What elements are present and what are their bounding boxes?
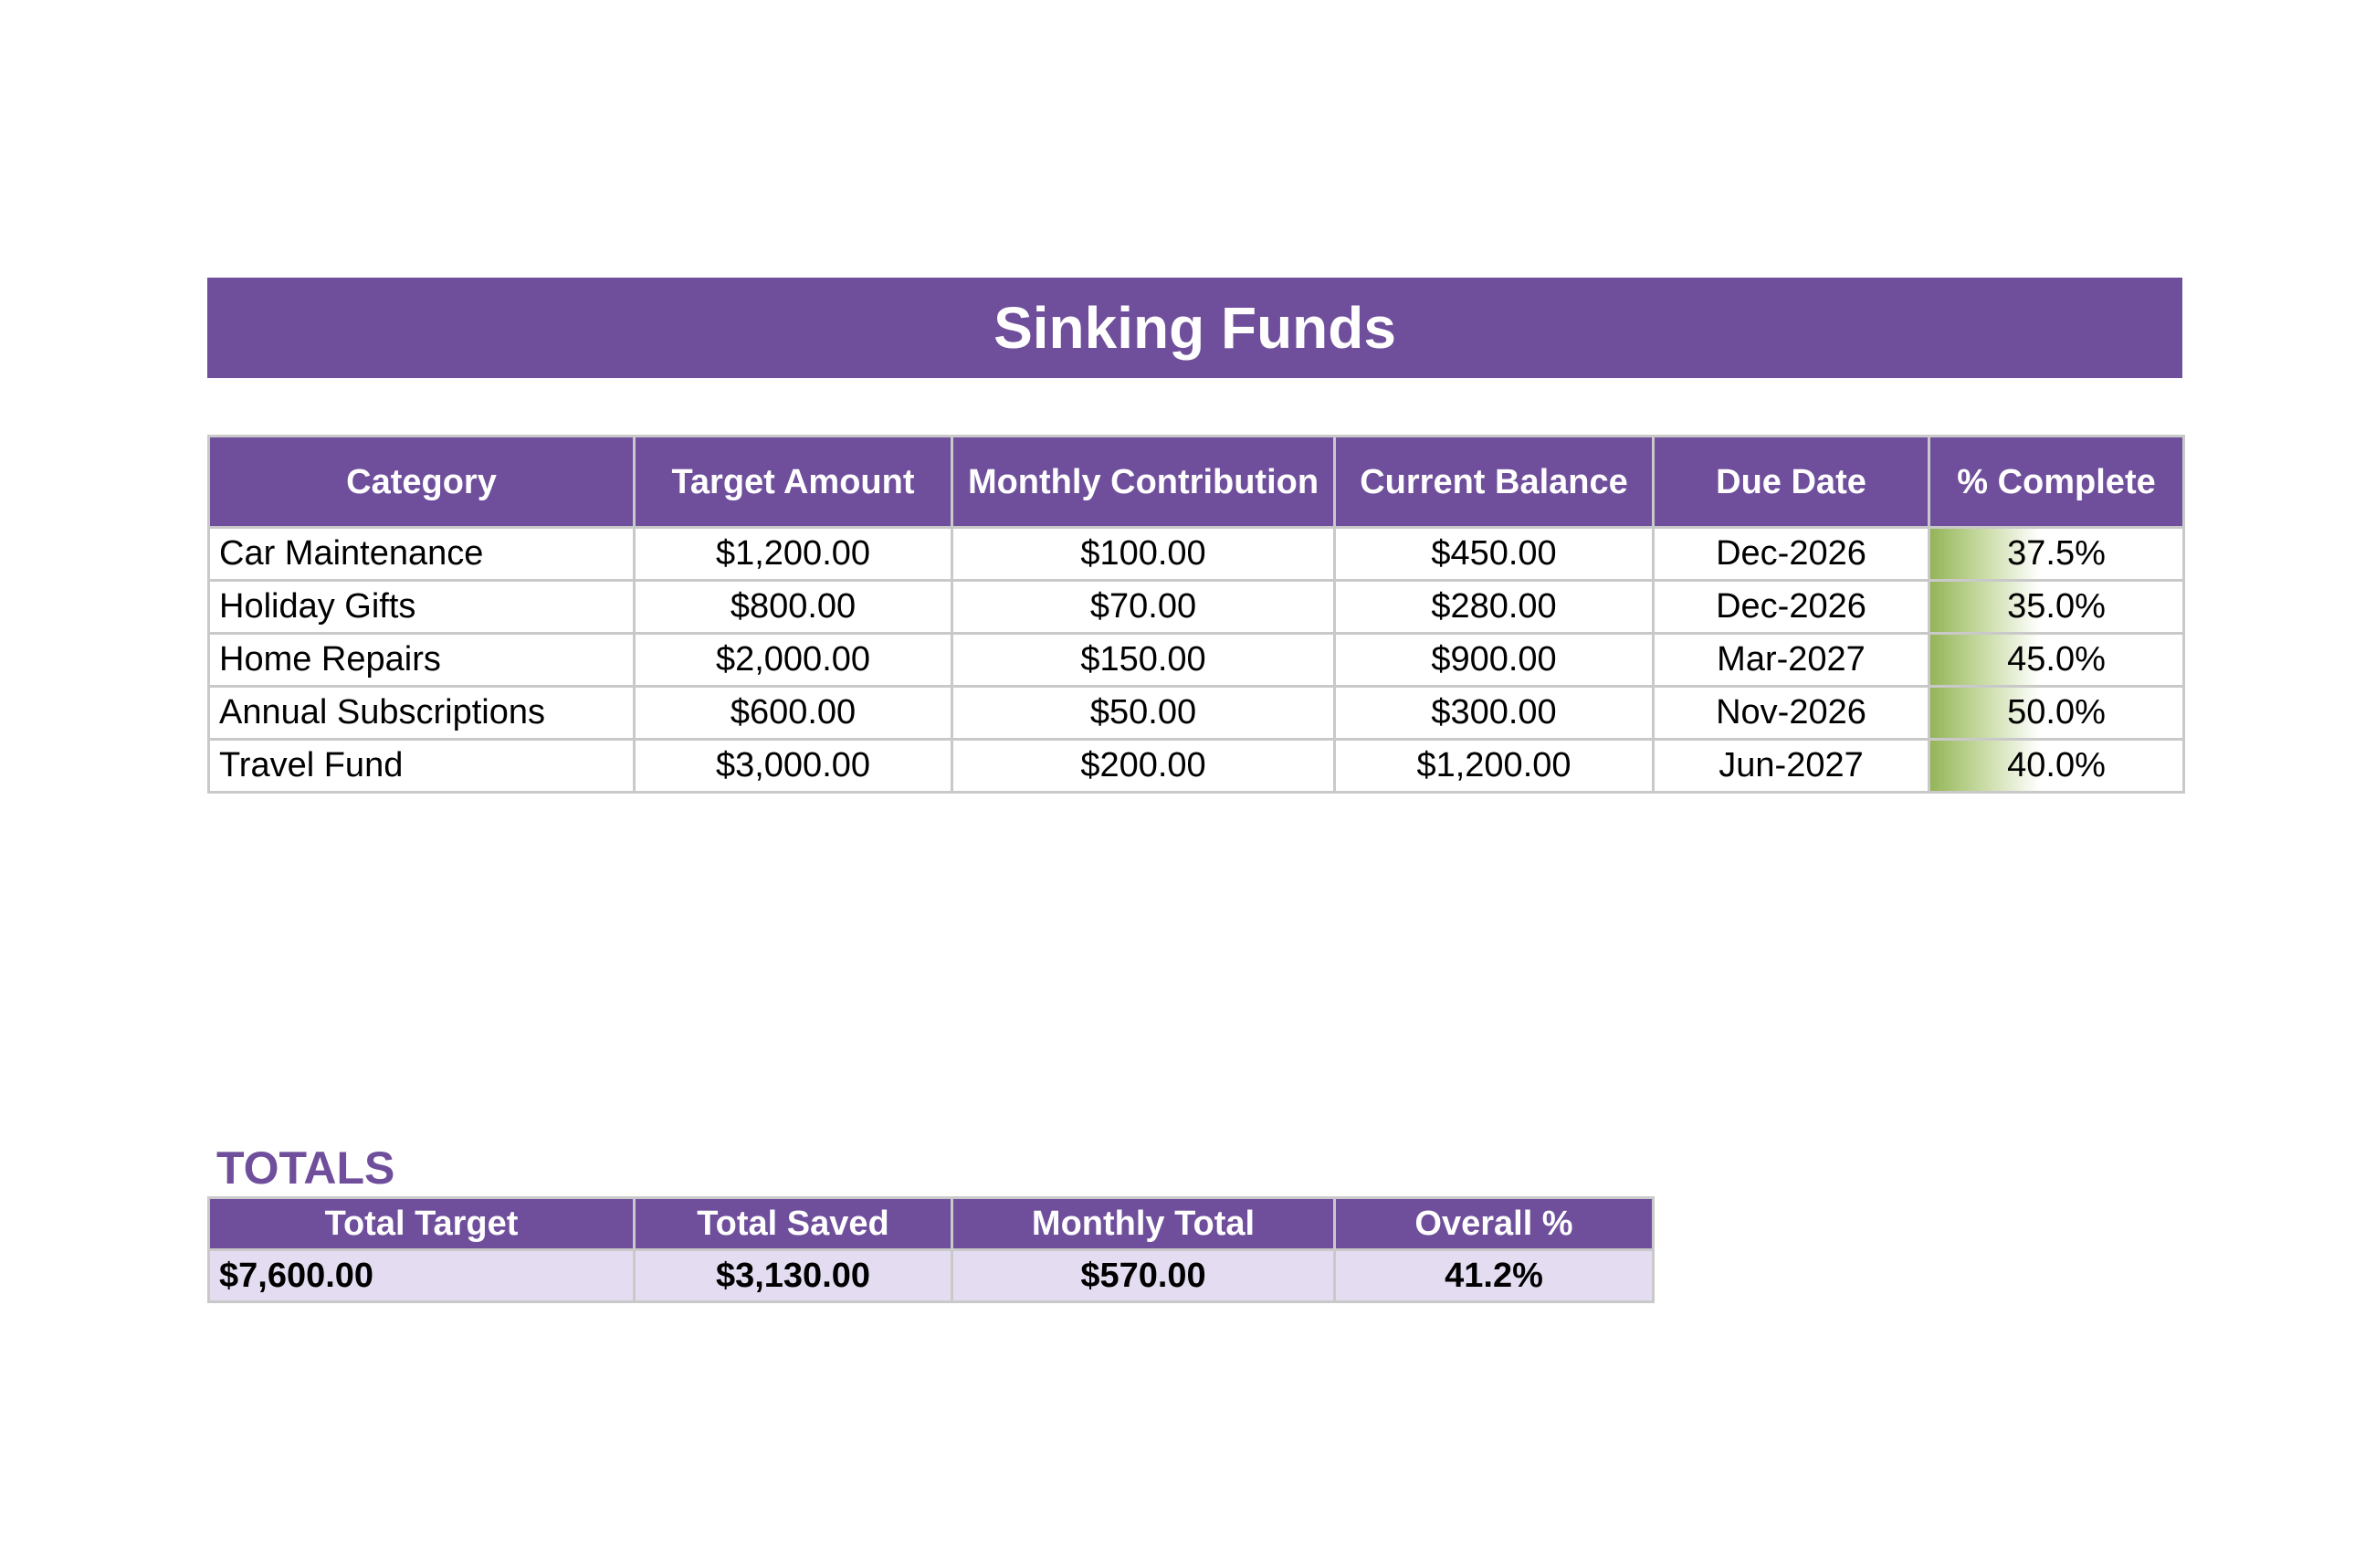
totals-title: TOTALS <box>216 1142 395 1194</box>
cell: Car Maintenance <box>207 526 636 582</box>
cell: $300.00 <box>1333 685 1655 741</box>
cell: $450.00 <box>1333 526 1655 582</box>
totals-value: $570.00 <box>951 1248 1336 1303</box>
column-header: Due Date <box>1652 435 1930 529</box>
cell: 40.0% <box>1928 738 2185 794</box>
totals-header-row: Total Target Total Saved Monthly Total Over… <box>207 1196 1655 1251</box>
column-header: Category <box>207 435 636 529</box>
cell: $900.00 <box>1333 632 1655 688</box>
cell: $800.00 <box>633 579 953 635</box>
cell: $600.00 <box>633 685 953 741</box>
funds-table: Category Target Amount Monthly Contributio… <box>207 435 2185 794</box>
data-row: Travel Fund $3,000.00 $200.00 $1,200.00 Jun-… <box>207 738 2185 794</box>
totals-value: 41.2% <box>1333 1248 1655 1303</box>
cell: Mar-2027 <box>1652 632 1930 688</box>
totals-header: Monthly Total <box>951 1196 1336 1251</box>
cell: $50.00 <box>951 685 1336 741</box>
cell: $100.00 <box>951 526 1336 582</box>
cell: 45.0% <box>1928 632 2185 688</box>
cell: 37.5% <box>1928 526 2185 582</box>
totals-header: Total Saved <box>633 1196 953 1251</box>
totals-table: Total Target Total Saved Monthly Total Over… <box>207 1196 1655 1303</box>
cell: $150.00 <box>951 632 1336 688</box>
cell: $3,000.00 <box>633 738 953 794</box>
cell: $1,200.00 <box>633 526 953 582</box>
totals-header: Overall % <box>1333 1196 1655 1251</box>
cell: 35.0% <box>1928 579 2185 635</box>
data-row: Car Maintenance $1,200.00 $100.00 $450.00 De… <box>207 526 2185 582</box>
cell: $1,200.00 <box>1333 738 1655 794</box>
header-row: Category Target Amount Monthly Contributio… <box>207 435 2185 529</box>
cell: Dec-2026 <box>1652 579 1930 635</box>
column-header: Monthly Contribution <box>951 435 1336 529</box>
cell: Annual Subscriptions <box>207 685 636 741</box>
data-row: Holiday Gifts $800.00 $70.00 $280.00 Dec-202… <box>207 579 2185 635</box>
totals-header: Total Target <box>207 1196 636 1251</box>
data-row: Home Repairs $2,000.00 $150.00 $900.00 Mar-2… <box>207 632 2185 688</box>
title: Sinking Funds <box>993 295 1396 361</box>
cell: 50.0% <box>1928 685 2185 741</box>
column-header: Target Amount <box>633 435 953 529</box>
cell: Home Repairs <box>207 632 636 688</box>
cell: Holiday Gifts <box>207 579 636 635</box>
cell: Travel Fund <box>207 738 636 794</box>
cell: $280.00 <box>1333 579 1655 635</box>
title-bar: Sinking Funds <box>207 278 2182 378</box>
cell: Jun-2027 <box>1652 738 1930 794</box>
cell: Dec-2026 <box>1652 526 1930 582</box>
cell: Nov-2026 <box>1652 685 1930 741</box>
totals-value: $3,130.00 <box>633 1248 953 1303</box>
data-row: Annual Subscriptions $600.00 $50.00 $300.00… <box>207 685 2185 741</box>
totals-value: $7,600.00 <box>207 1248 636 1303</box>
column-header: % Complete <box>1928 435 2185 529</box>
cell: $70.00 <box>951 579 1336 635</box>
cell: $2,000.00 <box>633 632 953 688</box>
column-header: Current Balance <box>1333 435 1655 529</box>
cell: $200.00 <box>951 738 1336 794</box>
totals-row: $7,600.00 $3,130.00 $570.00 41.2% <box>207 1248 1655 1303</box>
